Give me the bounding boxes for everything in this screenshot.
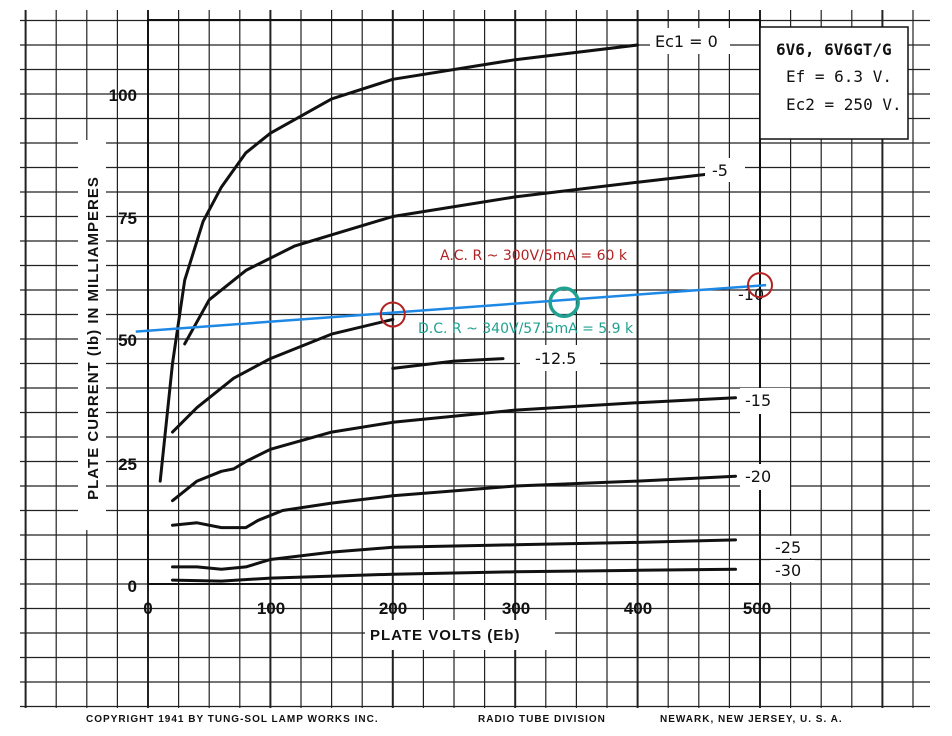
x-tick-label: 400 — [624, 599, 652, 618]
curve-label-ec1-0: Ec1 = 0 — [655, 32, 718, 51]
footer-copyright: COPYRIGHT 1941 BY TUNG-SOL LAMP WORKS IN… — [86, 714, 379, 725]
ac-reference-marker — [747, 272, 773, 299]
plate-curves — [158, 43, 737, 583]
dc-resistance-annotation: D.C. R ~ 340V/57.5mA = 5.9 k — [418, 321, 634, 337]
curve-label-minus-20: -20 — [745, 467, 771, 486]
x-tick-labels: 0 100 200 300 400 500 — [143, 599, 771, 618]
load-line — [135, 283, 767, 333]
x-tick-label: 100 — [257, 599, 285, 618]
plate-curve-5 — [171, 474, 737, 530]
y-tick-label: 0 — [128, 577, 137, 596]
x-tick-label: 0 — [143, 599, 152, 618]
plate-curve-6 — [171, 538, 737, 571]
y-tick-label: 25 — [118, 455, 137, 474]
plate-curve-3 — [391, 357, 505, 370]
x-tick-label: 300 — [502, 599, 530, 618]
ac-resistance-annotation: A.C. R ~ 300V/5mA = 60 k — [440, 248, 628, 264]
operating-point-markers — [379, 272, 773, 328]
filament-voltage: Ef = 6.3 V. — [786, 67, 892, 86]
plot-frame — [147, 19, 761, 585]
curve-label-minus-30: -30 — [775, 561, 801, 580]
footer-division: RADIO TUBE DIVISION — [478, 714, 606, 725]
x-tick-label: 500 — [743, 599, 771, 618]
curve-label-minus-15: -15 — [745, 391, 771, 410]
curve-labels: Ec1 = 0 -5 -10 -12.5 -15 -20 -25 -30 — [520, 28, 815, 582]
y-tick-label: 75 — [118, 209, 137, 228]
curve-label-minus-12-5: -12.5 — [535, 349, 576, 368]
y-tick-labels: 0 25 50 75 100 — [109, 86, 137, 596]
plate-curve-0 — [158, 43, 640, 483]
x-tick-label: 200 — [379, 599, 407, 618]
curve-label-minus-25: -25 — [775, 538, 801, 557]
y-tick-label: 50 — [118, 331, 137, 350]
plate-curve-7 — [171, 567, 737, 583]
screen-voltage: Ec2 = 250 V. — [786, 95, 902, 114]
plate-curve-1 — [183, 170, 725, 346]
plate-curve-4 — [171, 396, 737, 503]
y-tick-label: 100 — [109, 86, 137, 105]
footer-location: NEWARK, NEW JERSEY, U. S. A. — [660, 714, 843, 725]
dc-operating-point-marker — [548, 286, 580, 318]
plate-curve-2 — [171, 317, 395, 434]
curve-label-minus-5: -5 — [712, 161, 728, 180]
y-axis-title: PLATE CURRENT (Ib) IN MILLIAMPERES — [85, 176, 102, 500]
x-axis-title: PLATE VOLTS (Eb) — [370, 627, 520, 644]
tube-spec-box: 6V6, 6V6GT/G Ef = 6.3 V. Ec2 = 250 V. — [759, 26, 909, 140]
ac-reference-marker — [379, 301, 406, 328]
tube-name: 6V6, 6V6GT/G — [776, 40, 892, 59]
